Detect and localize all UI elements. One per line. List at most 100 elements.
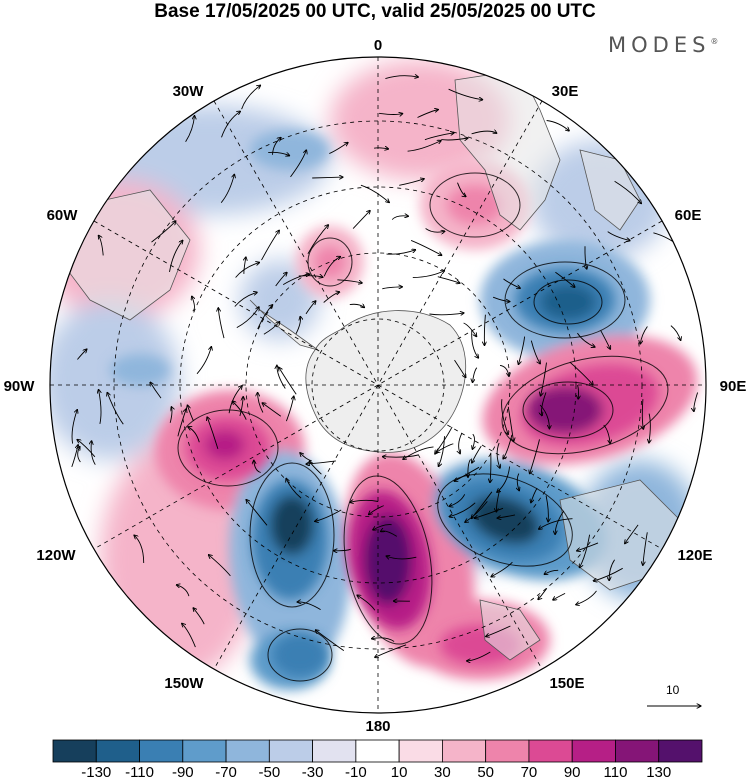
colorbar-tick-label: -90 (171, 764, 194, 781)
wind-vector (531, 487, 538, 503)
wind-vector (642, 399, 643, 429)
wind-vector (454, 466, 480, 481)
colorbar-swatch (139, 739, 184, 763)
colorbar-tick-label: -50 (258, 764, 281, 781)
wind-vector (517, 473, 519, 491)
wind-vector (473, 367, 478, 383)
wind-vector (333, 549, 351, 551)
wind-vector (78, 446, 81, 463)
wind-vector (323, 292, 340, 303)
wind-vector (399, 179, 424, 186)
colorbar-ticks: -130 -110 -90 -70 -50 -30 -10 10 30 50 70 90 110 130 (0, 764, 750, 782)
wind-vector (254, 460, 261, 473)
wind-vector (208, 555, 231, 577)
wind-vector (472, 445, 482, 463)
wind-vector (555, 510, 565, 535)
anomaly-field (50, 57, 706, 713)
wind-vector (530, 439, 540, 473)
wind-vector (503, 278, 521, 289)
wind-vector (382, 287, 402, 290)
colorbar-swatch (312, 739, 357, 763)
wind-vector (694, 392, 699, 412)
colorbar-swatch (485, 739, 530, 763)
label-30e: 30E (552, 83, 579, 100)
wind-vector (234, 292, 257, 307)
wind-vector (277, 365, 286, 389)
wind-vector (593, 567, 623, 581)
wind-vector (282, 274, 310, 285)
wind-vector (492, 296, 510, 301)
wind-vector (468, 459, 471, 477)
wind-vector (649, 413, 650, 443)
wind-vector (491, 561, 513, 577)
label-90e: 90E (720, 378, 747, 395)
wind-vector (375, 644, 407, 658)
modes-logo: MODES® (608, 33, 718, 57)
wind-vector (220, 174, 234, 203)
wind-vector (134, 535, 145, 564)
map-title: Base 17/05/2025 00 UTC, valid 25/05/2025… (154, 1, 596, 22)
colorbar-swatch (658, 739, 703, 763)
wind-vector (337, 279, 362, 283)
label-30w: 30W (173, 83, 205, 100)
wind-vector (425, 228, 445, 233)
wind-vector (169, 407, 172, 423)
wind-vector (609, 559, 615, 581)
wind-vector (448, 88, 483, 100)
wind-vector (412, 271, 445, 279)
wind-vector (625, 524, 639, 544)
wind-vector (257, 305, 273, 330)
wind-vector (497, 466, 511, 493)
wind-vector (499, 364, 509, 376)
colorbar-tick-label: -110 (125, 764, 154, 781)
wind-vector (221, 111, 241, 138)
wind-vector (329, 142, 348, 154)
wind-vector (472, 433, 474, 449)
wind-vector (369, 505, 384, 515)
wind-vector (569, 361, 593, 385)
wind-vector (577, 542, 599, 551)
wind-vector (312, 177, 343, 178)
wind-vector (518, 336, 526, 365)
reference-vector-label: 10 (666, 683, 680, 697)
wind-vector (352, 210, 370, 229)
wind-vector (263, 322, 280, 335)
wind-vector (297, 602, 321, 610)
wind-vector (279, 367, 297, 395)
wind-vector (579, 534, 591, 568)
label-150w: 150W (164, 675, 204, 692)
colorbar-swatch (398, 739, 443, 763)
wind-vector (407, 141, 442, 152)
wind-vector (530, 340, 540, 364)
wind-vector (91, 441, 96, 465)
wind-vector (545, 495, 548, 522)
label-0: 0 (374, 37, 382, 54)
wind-vector (196, 347, 211, 375)
wind-vector (640, 326, 648, 345)
logo-mark: ® (710, 37, 719, 46)
wind-vector (150, 382, 162, 399)
wind-vector (272, 137, 282, 155)
wind-vector (300, 453, 312, 462)
wind-vector (441, 138, 468, 140)
wind-vector (474, 507, 504, 518)
wind-vector (261, 230, 280, 261)
wind-vector (614, 180, 642, 203)
wind-vector (244, 257, 246, 274)
graticule (50, 57, 706, 713)
label-60w: 60W (47, 207, 79, 224)
wind-vector (538, 588, 548, 599)
wind-vector (467, 651, 491, 661)
wind-vector (192, 296, 195, 312)
wind-vector (457, 182, 467, 197)
colorbar-swatch (268, 739, 314, 763)
wind-vector (463, 322, 477, 337)
wind-vector (305, 301, 316, 315)
wind-vector (71, 410, 77, 444)
wind-vector (541, 362, 547, 396)
wind-vector (381, 531, 398, 537)
wind-vector (438, 436, 445, 466)
wind-vector (643, 532, 648, 565)
wind-vector (187, 405, 194, 422)
